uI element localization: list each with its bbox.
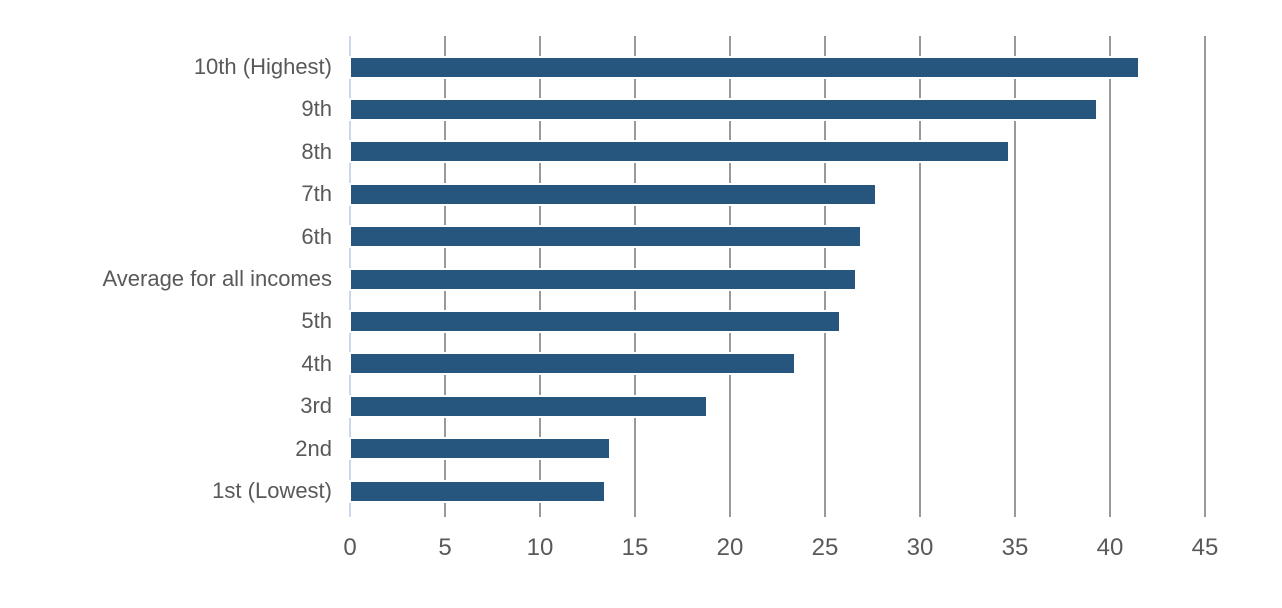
gridline-x-40 (1109, 36, 1111, 517)
bar-6th (351, 227, 860, 246)
category-label-1st-lowest: 1st (Lowest) (212, 478, 332, 503)
x-tick-label-35: 35 (1001, 534, 1029, 561)
category-label-3rd: 3rd (300, 393, 332, 418)
x-tick-label-15: 15 (621, 534, 649, 561)
x-tick-label-30: 30 (906, 534, 934, 561)
x-tick-label-10: 10 (526, 534, 554, 561)
x-tick-label-40: 40 (1096, 534, 1124, 561)
category-label-5th: 5th (301, 308, 332, 333)
x-tick-label-20: 20 (716, 534, 744, 561)
gridline-x-30 (919, 36, 921, 517)
bar-average-for-all-incomes (351, 270, 855, 289)
x-tick-label-25: 25 (811, 534, 839, 561)
category-label-7th: 7th (301, 181, 332, 206)
bar-10th-highest (351, 58, 1138, 77)
category-label-average-for-all-incomes: Average for all incomes (102, 266, 333, 291)
category-label-6th: 6th (301, 224, 332, 249)
category-label-2nd: 2nd (295, 436, 332, 461)
bar-7th (351, 185, 875, 204)
gridline-x-45 (1204, 36, 1206, 517)
category-label-8th: 8th (301, 139, 332, 164)
category-label-10th-highest: 10th (Highest) (193, 54, 332, 79)
x-tick-label-5: 5 (438, 534, 452, 561)
bar-1st-lowest (351, 482, 604, 501)
y-axis-zero-line (349, 36, 351, 517)
bar-3rd (351, 397, 706, 416)
category-label-4th: 4th (301, 351, 332, 376)
gridline-x-35 (1014, 36, 1016, 517)
x-tick-label-0: 0 (343, 534, 357, 561)
bar-2nd (351, 439, 609, 458)
bar-8th (351, 142, 1008, 161)
bar-9th (351, 100, 1096, 119)
bar-5th (351, 312, 839, 331)
bar-4th (351, 354, 794, 373)
category-label-9th: 9th (301, 96, 332, 121)
x-tick-label-45: 45 (1191, 534, 1219, 561)
